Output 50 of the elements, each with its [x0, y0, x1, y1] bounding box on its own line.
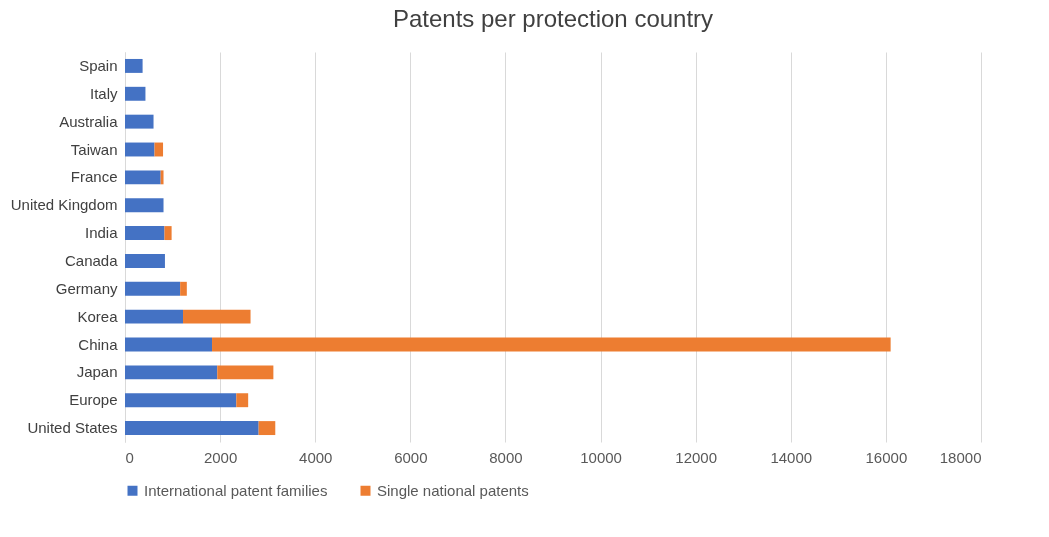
- x-tick-label: 18000: [939, 448, 982, 466]
- bar: [125, 281, 181, 296]
- chart-title: Patents per protection country: [392, 5, 714, 32]
- y-tick-label: India: [84, 224, 119, 242]
- bar: [212, 337, 891, 352]
- bar: [125, 170, 161, 185]
- legend-label: Single national patents: [377, 481, 529, 499]
- y-tick-label: Europe: [69, 391, 118, 409]
- x-tick-label: 0: [125, 448, 134, 466]
- bar: [125, 337, 213, 352]
- bar: [160, 170, 164, 185]
- bar: [125, 253, 165, 268]
- x-tick-label: 10000: [580, 448, 622, 466]
- y-tick-label: Italy: [89, 84, 118, 102]
- bar: [164, 226, 172, 241]
- bar: [125, 393, 237, 408]
- y-tick-label: Korea: [77, 307, 119, 325]
- x-tick-label: 8000: [489, 448, 523, 466]
- bar: [125, 198, 164, 213]
- x-tick-label: 4000: [299, 448, 333, 466]
- bar: [125, 309, 184, 324]
- bar: [125, 86, 146, 101]
- bar: [154, 142, 164, 157]
- x-tick-label: 2000: [203, 448, 238, 466]
- y-tick-label: Japan: [76, 363, 118, 381]
- bar: [125, 142, 155, 157]
- bar: [125, 58, 143, 73]
- bar: [125, 421, 259, 436]
- bar: [217, 365, 274, 380]
- y-tick-label: United Kingdom: [10, 196, 118, 214]
- bar: [258, 421, 276, 436]
- x-tick-label: 14000: [770, 448, 813, 466]
- x-tick-label: 16000: [865, 448, 908, 466]
- bar: [125, 226, 165, 241]
- y-tick-label: Taiwan: [70, 140, 118, 158]
- y-tick-label: France: [70, 168, 118, 186]
- bar: [180, 281, 187, 296]
- y-tick-label: Australia: [59, 112, 119, 130]
- bar: [125, 365, 218, 380]
- y-tick-label: Germany: [55, 279, 118, 297]
- y-tick-label: United States: [27, 419, 118, 437]
- legend-label: International patent families: [144, 481, 328, 499]
- x-tick-label: 12000: [675, 448, 718, 466]
- y-tick-label: Spain: [79, 56, 118, 74]
- y-tick-label: China: [78, 335, 119, 353]
- bar: [125, 114, 154, 129]
- bar: [236, 393, 249, 408]
- y-tick-label: Canada: [64, 251, 119, 269]
- bar: [183, 309, 251, 324]
- x-tick-label: 6000: [394, 448, 428, 466]
